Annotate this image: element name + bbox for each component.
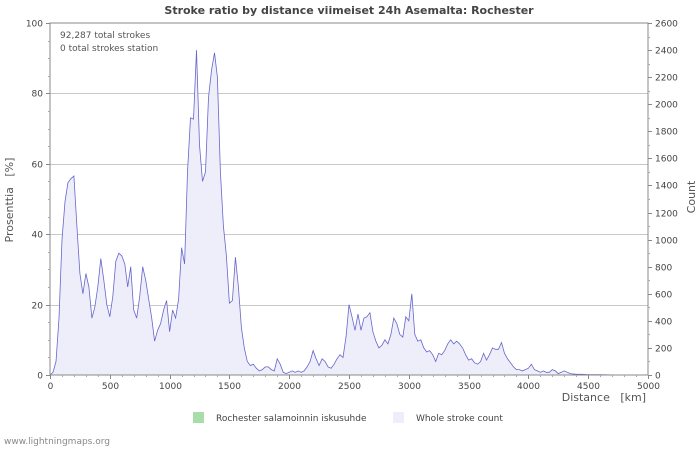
x-tick-label: 3500	[458, 382, 481, 392]
y-right-tick-label: 1000	[655, 237, 678, 247]
y-left-tick-label: 20	[32, 302, 44, 312]
x-tick-label: 500	[102, 382, 119, 392]
series-whole-stroke-count-line	[49, 50, 649, 376]
y-left-tick-label: 100	[26, 20, 43, 30]
y-axis-left-label: Prosenttia [%]	[3, 158, 16, 243]
x-tick-label: 1000	[159, 382, 182, 392]
y-right-tick-label: 400	[655, 318, 672, 328]
x-tick-label: 1500	[218, 382, 241, 392]
y-right-tick-label: 2000	[655, 101, 678, 111]
annotation-station-strokes: 0 total strokes station	[60, 44, 158, 54]
annotation-total-strokes: 92,287 total strokes	[60, 31, 150, 41]
x-tick-label: 0	[48, 382, 54, 392]
x-tick-label: 3000	[398, 382, 421, 392]
legend-label-count: Whole stroke count	[416, 414, 503, 424]
y-left-tick-label: 80	[32, 90, 44, 100]
y-left-tick-label: 60	[32, 161, 44, 171]
grid-lines	[50, 93, 648, 306]
y-right-tick-label: 800	[655, 264, 672, 274]
legend: Rochester salamoinnin iskusuhde Whole st…	[193, 412, 503, 424]
y-axis-right-label: Count	[685, 180, 698, 213]
x-tick-label: 2500	[338, 382, 361, 392]
x-tick-label: 5000	[637, 382, 660, 392]
plot-area	[49, 50, 649, 376]
chart-title: Stroke ratio by distance viimeiset 24h A…	[164, 4, 534, 17]
x-axis-label: Distance [km]	[562, 391, 646, 404]
x-tick-label: 4000	[517, 382, 540, 392]
y-right-tick-label: 2400	[655, 47, 678, 57]
y-right-tick-label: 2600	[655, 20, 678, 30]
y-right-tick-label: 600	[655, 291, 672, 301]
y-left-tick-label: 0	[37, 372, 43, 382]
y-left-tick-label: 40	[32, 231, 44, 241]
y-right-tick-label: 0	[655, 372, 661, 382]
legend-label-ratio: Rochester salamoinnin iskusuhde	[216, 414, 367, 424]
y-right-tick-label: 2200	[655, 74, 678, 84]
series-whole-stroke-count-area	[50, 50, 648, 375]
y-right-tick-label: 1800	[655, 128, 678, 138]
y-right-tick-label: 1400	[655, 182, 678, 192]
legend-swatch-count	[393, 412, 404, 423]
y-axis-right-ticks: 0 200 400 600 800 1000 1200 1400 1600 1800 2000 220…	[648, 20, 678, 382]
footer-credit: www.lightningmaps.org	[4, 437, 110, 447]
y-axis-left-ticks: 0 20 40 60 80 100	[26, 20, 50, 382]
x-tick-label: 2000	[278, 382, 301, 392]
legend-swatch-ratio	[193, 412, 204, 423]
y-right-tick-label: 200	[655, 345, 672, 355]
x-axis-ticks: 0 500 1000 1500 2000 2500 3000 3500 4000 4500 5000	[48, 375, 660, 392]
y-right-tick-label: 1600	[655, 155, 678, 165]
y-right-tick-label: 1200	[655, 210, 678, 220]
x-tick-label: 4500	[577, 382, 600, 392]
